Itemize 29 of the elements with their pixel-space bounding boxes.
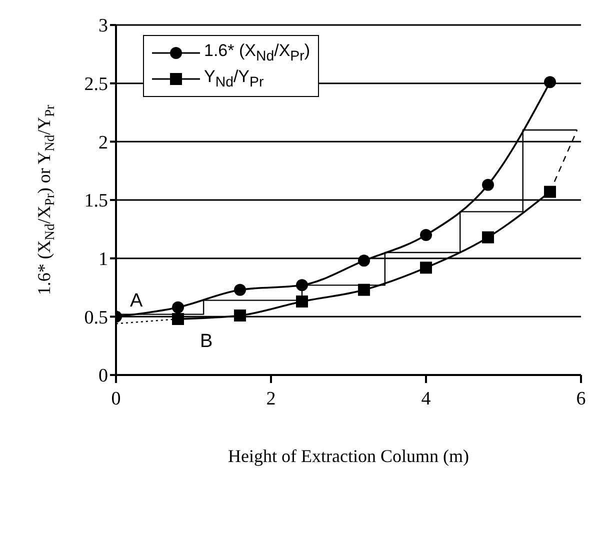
x-tick-label: 2	[266, 388, 276, 410]
y-tick-label: 1.5	[84, 190, 108, 212]
annotation: B	[200, 331, 213, 352]
point	[544, 76, 556, 88]
x-tick-label: 6	[576, 388, 586, 410]
y-tick-label: 3	[98, 16, 108, 37]
point	[482, 231, 494, 244]
point	[172, 313, 184, 325]
point	[234, 310, 246, 322]
point	[234, 284, 246, 296]
point	[296, 296, 308, 308]
point	[172, 301, 184, 314]
point	[358, 284, 370, 296]
point	[482, 178, 494, 191]
annotation: A	[130, 290, 143, 312]
legend-label: Y$_{Nd}$/Y$_{Pr}$	[204, 67, 264, 91]
y-tick-label: 2.5	[84, 74, 108, 96]
y-tick-label: 1	[98, 249, 108, 270]
point	[544, 186, 556, 198]
x-tick-label: 4	[421, 388, 432, 410]
point	[420, 262, 432, 274]
y-tick-label: 0.5	[84, 307, 108, 328]
x-axis-title: Height of Extraction Column (m)	[228, 446, 469, 466]
y-tick-label: 2	[98, 132, 108, 154]
y-tick-label: 0	[98, 366, 108, 387]
point	[296, 279, 308, 292]
point	[358, 254, 370, 267]
point	[420, 229, 432, 241]
legend-label: 1.6* (X$_{Nd}$/X$_{Pr}$)	[204, 41, 310, 65]
